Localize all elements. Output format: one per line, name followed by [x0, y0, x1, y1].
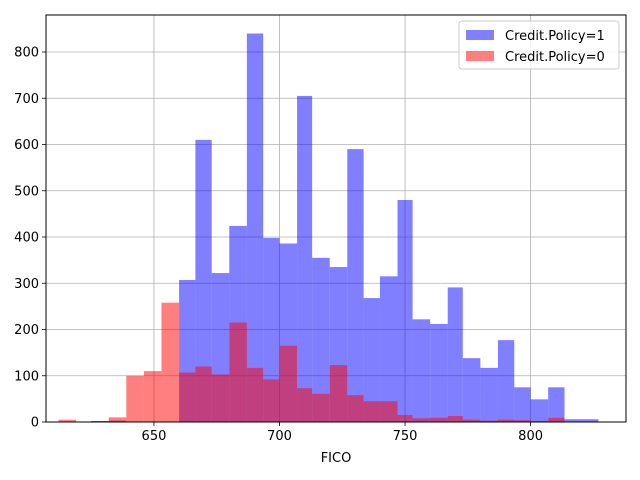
histogram-bar-series-2	[430, 417, 448, 422]
histogram-bar-series-1	[480, 367, 498, 422]
histogram-bar-series-1	[580, 419, 599, 422]
histogram-bar-series-2	[263, 379, 280, 422]
x-tick-label: 650	[142, 429, 167, 444]
legend-box	[458, 20, 620, 70]
histogram-bar-series-1	[297, 95, 313, 422]
histogram-bar-series-2	[548, 417, 565, 422]
histogram-bar-series-1	[497, 340, 515, 422]
y-tick-label: 200	[14, 323, 39, 338]
histogram-bar-series-1	[462, 358, 481, 422]
y-tick-label: 400	[14, 231, 39, 246]
histogram-bar-series-2	[161, 302, 180, 422]
legend: Credit.Policy=1 Credit.Policy=0	[458, 20, 620, 70]
histogram-bar-series-1	[363, 298, 380, 422]
histogram-bar-series-2	[347, 395, 364, 422]
histogram-bar-series-2	[179, 372, 196, 422]
bars	[58, 33, 599, 422]
x-axis-label: FICO	[321, 451, 352, 466]
histogram-bar-series-2	[397, 415, 413, 422]
histogram-bar-series-1	[412, 319, 431, 422]
histogram-bar-series-2	[363, 401, 380, 422]
histogram-bar-series-1	[312, 257, 330, 422]
x-tick-label: 700	[267, 429, 292, 444]
histogram-bar-series-2	[143, 371, 162, 422]
histogram-bar-series-1	[379, 276, 398, 422]
histogram-bar-series-1	[548, 387, 565, 422]
histogram-bar-series-2	[229, 322, 247, 422]
histogram-bar-series-1	[514, 387, 531, 422]
legend-label: Credit.Policy=1	[505, 29, 605, 44]
y-tick-label: 600	[14, 138, 39, 153]
histogram-bar-series-2	[514, 420, 531, 422]
histogram-bar-series-1	[447, 287, 463, 422]
histogram-bar-series-2	[312, 393, 330, 422]
histogram-bar-series-1	[347, 149, 364, 422]
ticks: 650 700 750 800 0 100 200 300 400 500 600 700 800	[14, 46, 543, 445]
x-tick-label: 750	[393, 429, 418, 444]
histogram-bar-series-1	[195, 139, 212, 422]
legend-label: Credit.Policy=0	[505, 50, 605, 65]
y-tick-label: 500	[14, 184, 39, 199]
histogram-bar-series-2	[412, 418, 431, 422]
plot-frame	[45, 14, 627, 423]
histogram-bar-series-2	[211, 374, 230, 422]
histogram-bar-series-1	[430, 323, 448, 422]
y-tick-label: 800	[14, 46, 39, 61]
histogram-bar-series-2	[58, 419, 77, 422]
histogram-bar-series-2	[108, 417, 127, 422]
y-tick-label: 0	[31, 416, 39, 431]
legend-swatch	[466, 51, 494, 61]
y-tick-label: 700	[14, 92, 39, 107]
histogram-bar-series-1	[564, 419, 581, 422]
histogram-bar-series-1	[246, 33, 264, 422]
histogram-bar-series-1	[530, 399, 549, 422]
histogram-bar-series-2	[462, 419, 481, 422]
legend-swatch	[466, 30, 494, 40]
histogram-bar-series-1	[397, 200, 413, 422]
histogram-bar-series-2	[480, 420, 498, 422]
x-tick-label: 800	[518, 429, 543, 444]
y-tick-label: 300	[14, 277, 39, 292]
histogram-bar-series-2	[297, 388, 313, 422]
histogram-bar-series-2	[379, 401, 398, 422]
y-tick-label: 100	[14, 369, 39, 384]
histogram-bar-series-2	[447, 415, 463, 422]
histogram-bar-series-2	[246, 367, 264, 422]
histogram-bar-series-2	[195, 366, 212, 422]
histogram-bar-series-1	[263, 237, 280, 422]
histogram-bar-series-2	[329, 365, 348, 422]
histogram-bar-series-2	[497, 419, 515, 422]
histogram-bar-series-2	[126, 375, 144, 422]
histogram-bar-series-2	[279, 345, 298, 422]
